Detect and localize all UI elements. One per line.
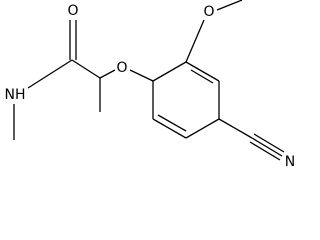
- atom-label: NH: [5, 87, 26, 103]
- bond: [253, 133, 285, 153]
- bond: [185, 61, 220, 82]
- atom-label: N: [285, 154, 295, 170]
- bond: [185, 19, 205, 63]
- page: O NH O O N (() => { const data = JSON.pa…: [4, 0, 296, 170]
- structure: O NH O O N: [5, 0, 295, 170]
- bond: [27, 59, 73, 89]
- bond: [71, 59, 101, 79]
- bond: [251, 137, 283, 157]
- bond: [216, 0, 243, 11]
- bonds: [13, 0, 285, 161]
- atom-label: O: [203, 4, 214, 20]
- bond: [190, 69, 214, 84]
- bond: [185, 118, 220, 139]
- atom-label: O: [116, 60, 127, 76]
- atom-label: O: [67, 3, 78, 19]
- bond: [152, 118, 187, 139]
- bond: [218, 118, 253, 139]
- bond: [99, 69, 116, 79]
- bond: [157, 114, 187, 132]
- bond: [129, 69, 154, 82]
- bond: [249, 141, 281, 161]
- bond: [152, 61, 187, 82]
